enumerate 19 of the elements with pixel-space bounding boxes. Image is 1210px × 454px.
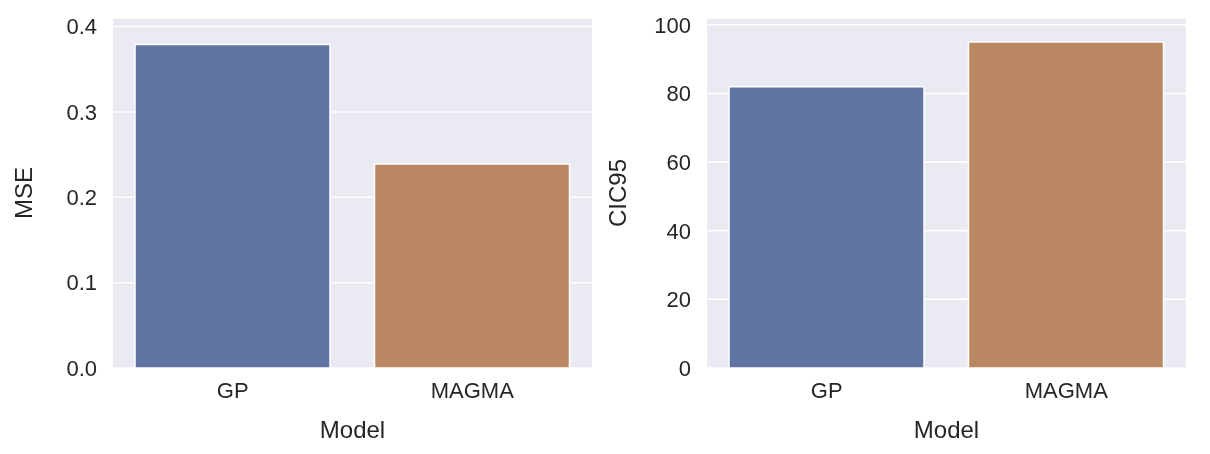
y-tick-label: 80 — [666, 81, 691, 107]
y-tick-label: 0.3 — [66, 99, 97, 125]
y-tick-label: 0.2 — [66, 185, 97, 211]
x-axis-title: Model — [913, 416, 980, 443]
x-tick-label: MAGMA — [1024, 377, 1109, 403]
y-tick-label: 60 — [666, 149, 691, 175]
y-tick-label: 20 — [666, 287, 691, 313]
y-tick-label: 0.1 — [66, 270, 97, 296]
y-tick-label: 0.0 — [66, 355, 97, 381]
y-axis-title: CIC95 — [603, 158, 631, 228]
x-tick-label: GP — [810, 377, 843, 403]
y-tick-label: 100 — [654, 12, 691, 38]
x-tick-label: GP — [216, 377, 249, 403]
x-axis-title: Model — [319, 416, 386, 443]
y-tick-label: 0.4 — [66, 14, 97, 40]
y-axis-title: MSE — [9, 166, 37, 220]
x-tick-label: MAGMA — [430, 377, 515, 403]
y-tick-label: 0 — [678, 355, 691, 381]
y-tick-label: 40 — [666, 218, 691, 244]
